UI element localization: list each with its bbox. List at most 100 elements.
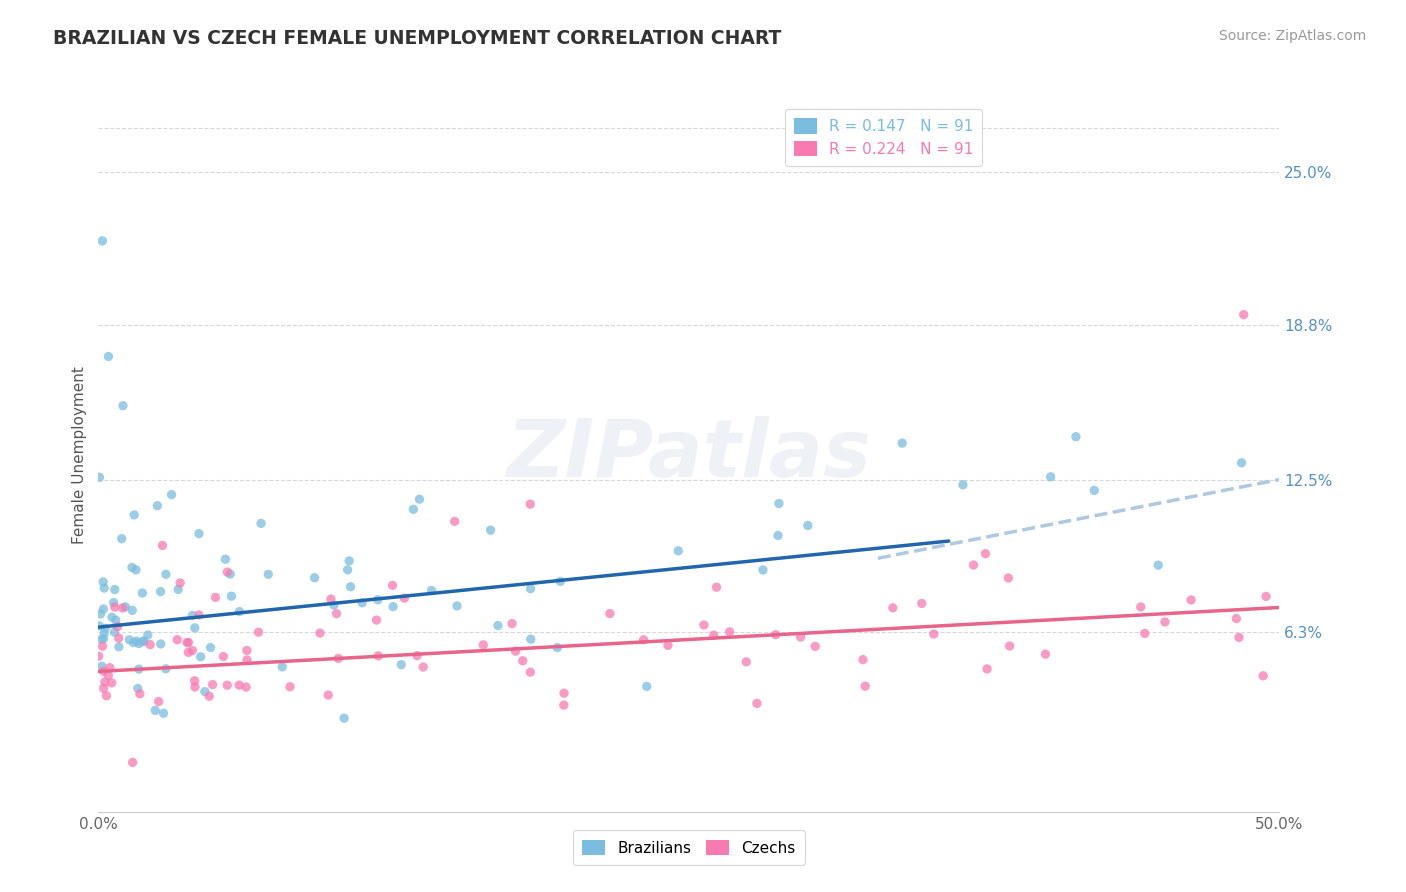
Point [93, 664, 115, 678]
Point [91, 234, 114, 248]
Point [128, 636, 150, 650]
Point [118, 632, 141, 647]
Point [666, 544, 689, 558]
Point [1227, 631, 1250, 645]
Point [235, 680, 257, 694]
Point [214, 552, 236, 566]
Point [519, 582, 541, 596]
Point [1230, 456, 1253, 470]
Point [852, 653, 875, 667]
Point [103, 596, 125, 610]
Point [553, 686, 575, 700]
Point [93, 632, 115, 646]
Point [381, 578, 404, 592]
Point [501, 616, 523, 631]
Point [129, 687, 152, 701]
Point [91, 574, 114, 589]
Point [152, 706, 174, 721]
Point [1064, 430, 1087, 444]
Point [352, 596, 374, 610]
Point [976, 662, 998, 676]
Point [136, 628, 159, 642]
Point [367, 592, 389, 607]
Point [718, 624, 741, 639]
Point [188, 526, 211, 541]
Point [553, 698, 575, 712]
Point [122, 635, 145, 649]
Point [87, 649, 110, 664]
Point [121, 560, 143, 574]
Point [190, 649, 212, 664]
Point [752, 563, 775, 577]
Point [111, 601, 134, 615]
Point [765, 628, 787, 642]
Point [148, 695, 170, 709]
Point [789, 630, 811, 644]
Point [911, 596, 934, 610]
Point [278, 680, 301, 694]
Point [217, 565, 239, 579]
Point [408, 492, 430, 507]
Point [997, 571, 1019, 585]
Point [1129, 599, 1152, 614]
Point [146, 499, 169, 513]
Point [443, 514, 465, 528]
Point [97, 668, 120, 682]
Point [952, 477, 974, 491]
Point [121, 603, 143, 617]
Point [766, 528, 789, 542]
Point [797, 518, 820, 533]
Point [394, 591, 416, 606]
Point [181, 643, 204, 657]
Point [339, 580, 361, 594]
Point [149, 584, 172, 599]
Point [479, 523, 502, 537]
Point [599, 607, 621, 621]
Point [333, 711, 356, 725]
Point [107, 631, 129, 645]
Point [319, 592, 342, 607]
Point [337, 554, 360, 568]
Point [804, 640, 827, 654]
Point [187, 607, 209, 622]
Point [201, 677, 224, 691]
Point [94, 675, 117, 690]
Point [111, 399, 134, 413]
Point [693, 618, 716, 632]
Point [107, 620, 129, 634]
Point [505, 644, 527, 658]
Point [125, 563, 148, 577]
Point [219, 567, 242, 582]
Point [706, 580, 728, 594]
Point [1180, 593, 1202, 607]
Point [309, 626, 332, 640]
Point [131, 586, 153, 600]
Point [420, 583, 443, 598]
Point [512, 654, 534, 668]
Point [389, 657, 412, 672]
Point [184, 680, 207, 694]
Point [257, 567, 280, 582]
Point [100, 676, 122, 690]
Point [125, 634, 148, 648]
Point [104, 613, 127, 627]
Point [204, 591, 226, 605]
Point [633, 632, 655, 647]
Point [90, 607, 112, 621]
Point [520, 632, 543, 647]
Point [200, 640, 222, 655]
Point [181, 608, 204, 623]
Point [103, 625, 125, 640]
Point [167, 582, 190, 597]
Point [98, 661, 121, 675]
Point [1233, 308, 1256, 322]
Point [104, 600, 127, 615]
Point [316, 688, 339, 702]
Point [108, 640, 131, 654]
Point [367, 648, 389, 663]
Point [325, 607, 347, 621]
Point [155, 662, 177, 676]
Point [104, 582, 127, 597]
Point [519, 665, 541, 679]
Point [121, 756, 143, 770]
